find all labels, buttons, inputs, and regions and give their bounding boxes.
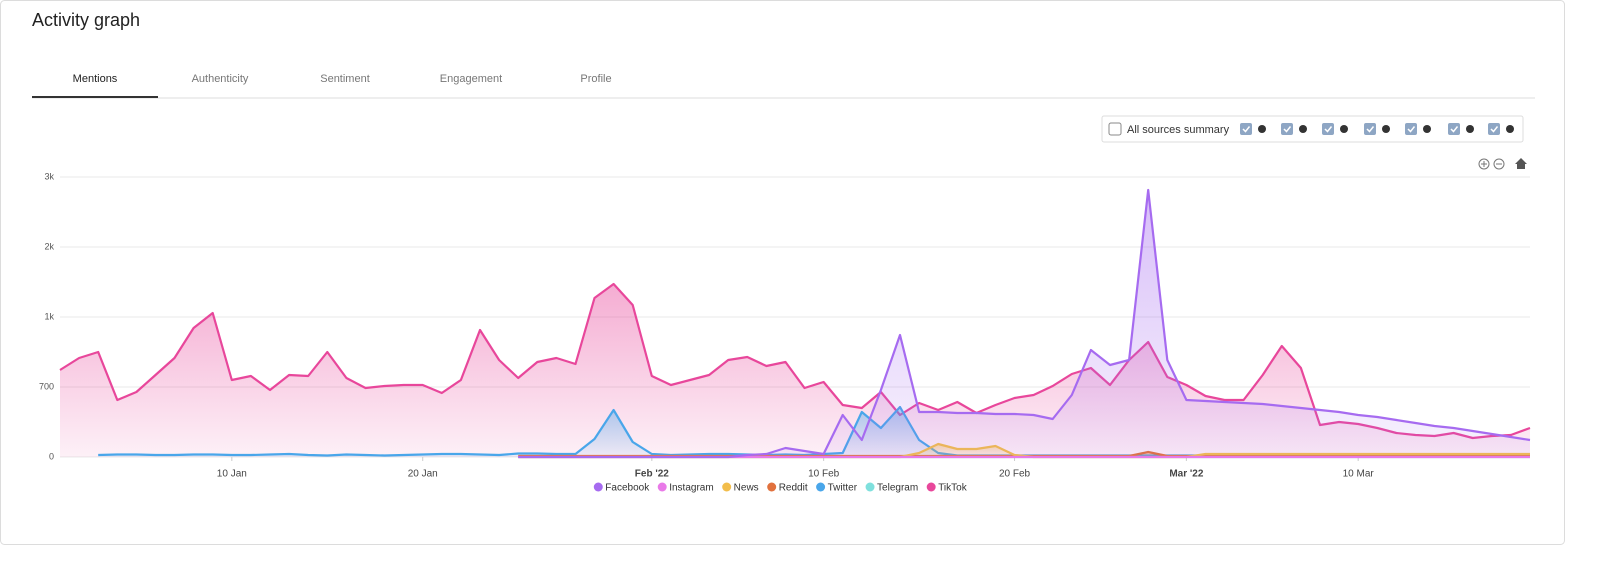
title: Activity graph bbox=[32, 10, 140, 30]
tab[interactable]: Engagement bbox=[440, 73, 502, 85]
zoom-out[interactable] bbox=[1493, 158, 1505, 170]
source-checkbox[interactable] bbox=[1322, 123, 1334, 135]
legend-label: Reddit bbox=[779, 483, 808, 494]
y-tick-label: 1k bbox=[44, 311, 54, 321]
active-tab-underline bbox=[32, 96, 158, 98]
legend-label: Instagram bbox=[669, 483, 713, 494]
source-icon bbox=[1423, 125, 1431, 133]
legend-item[interactable]: Twitter bbox=[816, 482, 858, 494]
legend-marker bbox=[816, 482, 826, 492]
tab[interactable]: Mentions bbox=[73, 73, 118, 85]
series-line bbox=[59, 282, 1531, 440]
source-checkboxes bbox=[1240, 123, 1514, 135]
legend-label: TikTok bbox=[938, 483, 968, 494]
check-mark bbox=[1366, 126, 1375, 133]
source-checkbox[interactable] bbox=[1364, 123, 1376, 135]
source-icon bbox=[1382, 125, 1390, 133]
legend-marker bbox=[593, 482, 603, 492]
all-sources-checkbox[interactable] bbox=[1108, 122, 1122, 136]
series-line bbox=[518, 188, 1531, 459]
zoom-controls bbox=[1478, 158, 1527, 170]
legend-label: News bbox=[734, 483, 759, 494]
source-icon bbox=[1299, 125, 1307, 133]
source-checkbox[interactable] bbox=[1405, 123, 1417, 135]
check-mark bbox=[1407, 126, 1416, 133]
legend-marker bbox=[722, 482, 732, 492]
plot: 0 700 1k 2k 3k 10 Jan 20 Jan Feb '22 10 Feb 20 Fe… bbox=[39, 171, 1531, 494]
sources-box bbox=[1101, 115, 1524, 143]
area-fill bbox=[518, 190, 1530, 457]
tab[interactable]: Sentiment bbox=[320, 73, 370, 85]
y-tick-label: 0 bbox=[49, 451, 54, 461]
check-mark bbox=[1283, 126, 1292, 133]
source-checkbox[interactable] bbox=[1448, 123, 1460, 135]
x-tick-label: 20 Feb bbox=[999, 469, 1031, 480]
x-tick-label: Feb '22 bbox=[635, 469, 669, 480]
source-icon bbox=[1506, 125, 1514, 133]
legend-marker bbox=[865, 482, 875, 492]
reset-zoom[interactable] bbox=[1515, 158, 1527, 169]
source-icon bbox=[1340, 125, 1348, 133]
y-tick-label: 3k bbox=[44, 171, 54, 181]
legend-item[interactable]: News bbox=[722, 482, 759, 494]
source-icon bbox=[1466, 125, 1474, 133]
legend-marker bbox=[926, 482, 936, 492]
x-tick-label: 10 Jan bbox=[217, 469, 247, 480]
source-checkbox[interactable] bbox=[1488, 123, 1500, 135]
legend-label: Twitter bbox=[828, 483, 858, 494]
check-mark bbox=[1324, 126, 1333, 133]
legend-item[interactable]: Instagram bbox=[657, 482, 714, 494]
legend-label: Facebook bbox=[605, 483, 650, 494]
tab[interactable]: Profile bbox=[580, 73, 611, 85]
all-sources-label: All sources summary bbox=[1127, 124, 1230, 136]
legend-item[interactable]: Reddit bbox=[767, 482, 808, 494]
legend-item[interactable]: TikTok bbox=[926, 482, 968, 494]
x-tick-label: Mar '22 bbox=[1169, 469, 1204, 480]
legend-label: Telegram bbox=[877, 483, 918, 494]
check-mark bbox=[1490, 126, 1499, 133]
source-icon bbox=[1258, 125, 1266, 133]
legend-item[interactable]: Facebook bbox=[593, 482, 650, 494]
check-mark bbox=[1242, 126, 1251, 133]
y-tick-label: 700 bbox=[39, 381, 54, 391]
x-tick-label: 10 Mar bbox=[1343, 469, 1375, 480]
zoom-in[interactable] bbox=[1478, 158, 1490, 170]
x-tick-label: 20 Jan bbox=[408, 469, 438, 480]
legend-item[interactable]: Telegram bbox=[865, 482, 919, 494]
tab[interactable]: Authenticity bbox=[192, 73, 249, 85]
source-checkbox[interactable] bbox=[1240, 123, 1252, 135]
zoom-in-icon bbox=[1481, 161, 1487, 167]
legend-marker bbox=[767, 482, 777, 492]
y-tick-label: 2k bbox=[44, 241, 54, 251]
legend-marker bbox=[657, 482, 667, 492]
source-checkbox[interactable] bbox=[1281, 123, 1293, 135]
check-mark bbox=[1450, 126, 1459, 133]
x-tick-label: 10 Feb bbox=[808, 469, 840, 480]
